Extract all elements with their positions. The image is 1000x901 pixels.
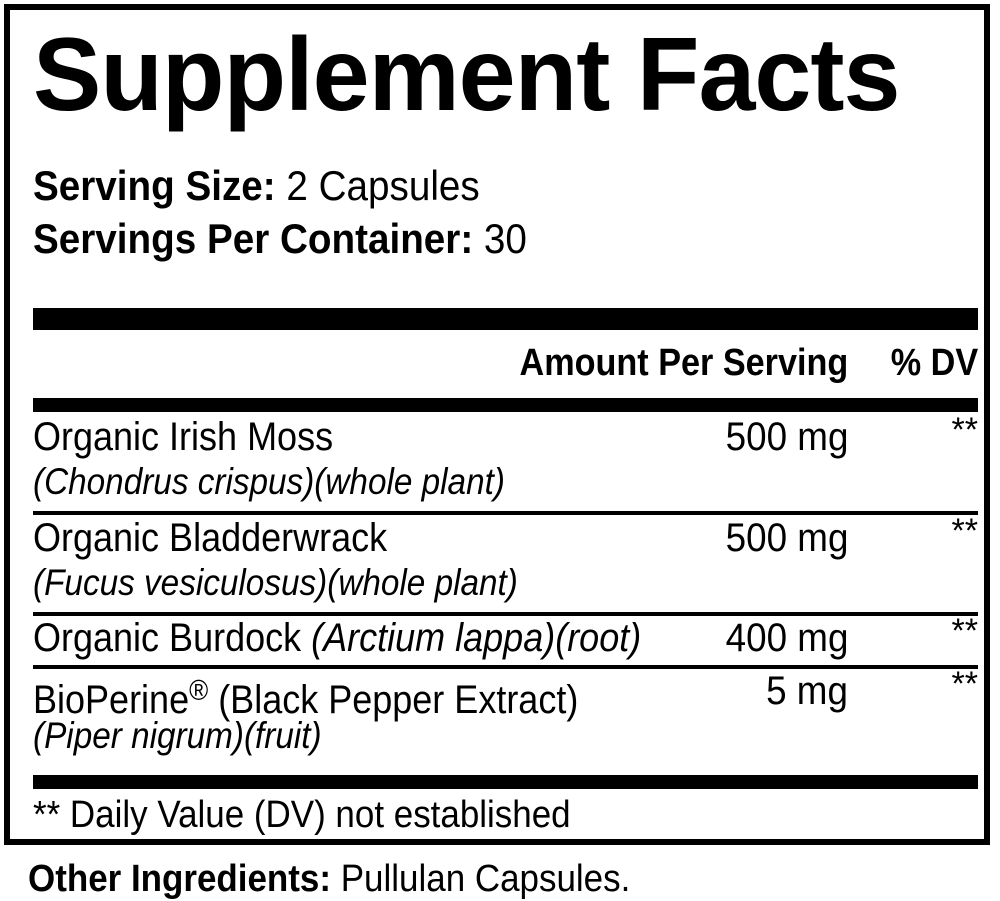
panel-inner: Supplement Facts Serving Size: 2 Capsule…: [28, 10, 978, 839]
other-ingredients-line: Other Ingredients: Pullulan Capsules.: [28, 858, 630, 900]
row-divider: [33, 665, 978, 669]
servings-per-container-line: Servings Per Container: 30: [33, 218, 527, 260]
ingredient-percent-dv: **: [951, 411, 978, 449]
ingredient-name-suffix: (Black Pepper Extract): [208, 677, 579, 722]
ingredient-brand-name: BioPerine: [33, 677, 190, 722]
ingredient-amount: 5 mg: [766, 669, 848, 713]
ingredient-latin-name: (Piper nigrum)(fruit): [33, 715, 322, 756]
row-divider: [33, 511, 978, 515]
rule-above-footnote: [33, 775, 978, 789]
ingredient-latin-name: (Fucus vesiculosus)(whole plant): [33, 562, 518, 603]
supplement-facts-panel: Supplement Facts Serving Size: 2 Capsule…: [4, 4, 990, 845]
other-ingredients-value: Pullulan Capsules.: [340, 858, 631, 900]
ingredient-name: Organic Irish Moss: [33, 415, 334, 459]
registered-trademark-icon: ®: [189, 675, 209, 707]
serving-size-line: Serving Size: 2 Capsules: [33, 165, 480, 207]
column-header-amount-per-serving: Amount Per Serving: [519, 342, 848, 384]
ingredient-latin-inline: (Arctium lappa)(root): [311, 616, 642, 660]
ingredient-percent-dv: **: [951, 665, 978, 703]
servings-per-container-value: 30: [483, 215, 527, 262]
row-divider: [33, 612, 978, 616]
ingredient-name: Organic Bladderwrack: [33, 516, 388, 560]
ingredient-name: Organic Burdock (Arctium lappa)(root): [33, 616, 641, 660]
ingredient-amount: 500 mg: [725, 415, 848, 459]
servings-per-container-label: Servings Per Container:: [33, 215, 474, 262]
daily-value-footnote: ** Daily Value (DV) not established: [33, 794, 571, 836]
page-title: Supplement Facts: [33, 17, 901, 133]
rule-above-header: [33, 308, 978, 330]
ingredient-amount: 400 mg: [725, 616, 848, 660]
ingredient-name: BioPerine® (Black Pepper Extract): [33, 669, 578, 722]
serving-size-value: 2 Capsules: [286, 162, 480, 209]
serving-size-label: Serving Size:: [33, 162, 276, 209]
column-header-percent-dv: % DV: [890, 342, 978, 384]
ingredient-percent-dv: **: [951, 612, 978, 650]
ingredient-percent-dv: **: [951, 512, 978, 550]
other-ingredients-label: Other Ingredients:: [28, 858, 332, 900]
rule-below-header: [33, 398, 978, 412]
ingredient-name-text: Organic Burdock: [33, 616, 312, 660]
ingredient-amount: 500 mg: [725, 516, 848, 560]
ingredient-latin-name: (Chondrus crispus)(whole plant): [33, 461, 505, 502]
